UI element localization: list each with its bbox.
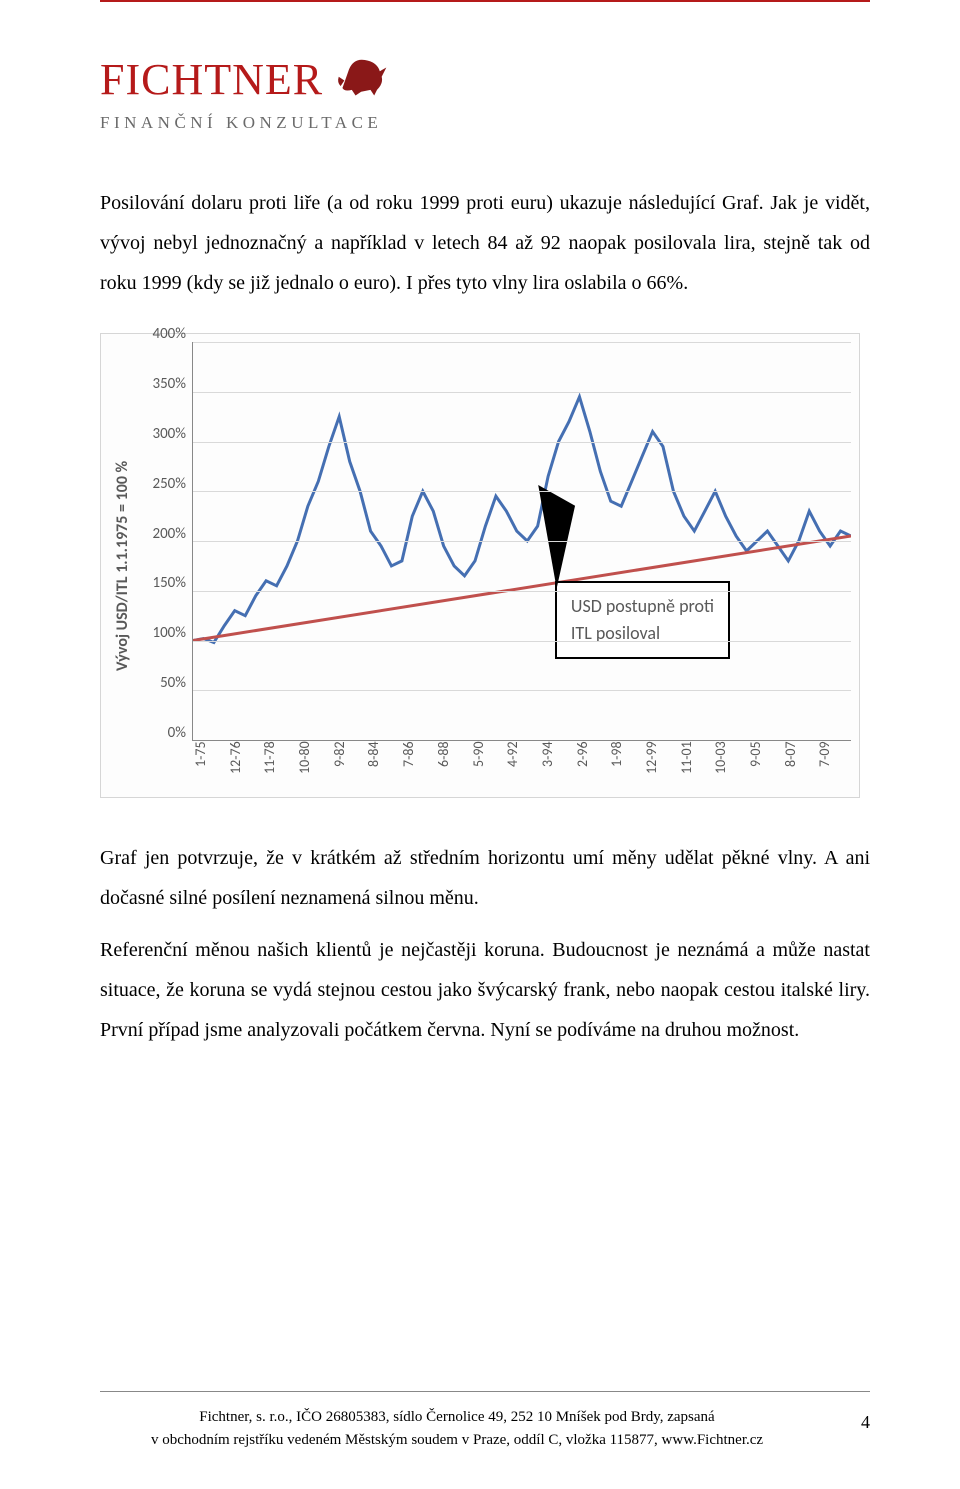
footer-line1: Fichtner, s. r.o., IČO 26805383, sídlo Č… [199, 1409, 714, 1425]
bull-icon [335, 50, 391, 109]
footer-text: Fichtner, s. r.o., IČO 26805383, sídlo Č… [100, 1406, 814, 1451]
chart-callout: USD postupně proti ITL posiloval [555, 581, 730, 659]
footer-rule [100, 1391, 870, 1392]
chart-ylabel: Vývoj USD/ITL 1.1.1975 = 100 % [109, 342, 136, 789]
body-copy-2: Graf jen potvrzuje, že v krátkém až stře… [100, 838, 870, 1050]
brand-name-row: FICHTNER [100, 50, 870, 109]
footer-line2: v obchodním rejstříku vedeném Městským s… [151, 1432, 763, 1448]
usd-itl-chart: Vývoj USD/ITL 1.1.1975 = 100 % 400%350%3… [100, 333, 860, 798]
body-copy: Posilování dolaru proti liře (a od roku … [100, 183, 870, 303]
brand-tagline: FINANČNÍ KONZULTACE [100, 113, 870, 133]
callout-line1: USD postupně proti [571, 593, 714, 620]
header-accent-line [100, 0, 870, 2]
chart-plot-area: USD postupně proti ITL posiloval [192, 342, 851, 741]
paragraph-1: Posilování dolaru proti liře (a od roku … [100, 183, 870, 303]
page-footer: Fichtner, s. r.o., IČO 26805383, sídlo Č… [100, 1391, 870, 1451]
chart-yaxis: 400%350%300%250%200%150%100%50%0% [136, 342, 192, 741]
callout-line2: ITL posiloval [571, 620, 714, 647]
brand-logo-block: FICHTNER FINANČNÍ KONZULTACE [100, 50, 870, 133]
paragraph-3: Referenční měnou našich klientů je nejča… [100, 930, 870, 1050]
chart-xaxis: 1-7512-7611-7810-809-828-847-866-885-904… [192, 741, 851, 789]
page-number: 4 [844, 1406, 870, 1433]
paragraph-2: Graf jen potvrzuje, že v krátkém až stře… [100, 838, 870, 918]
brand-name: FICHTNER [100, 54, 323, 105]
